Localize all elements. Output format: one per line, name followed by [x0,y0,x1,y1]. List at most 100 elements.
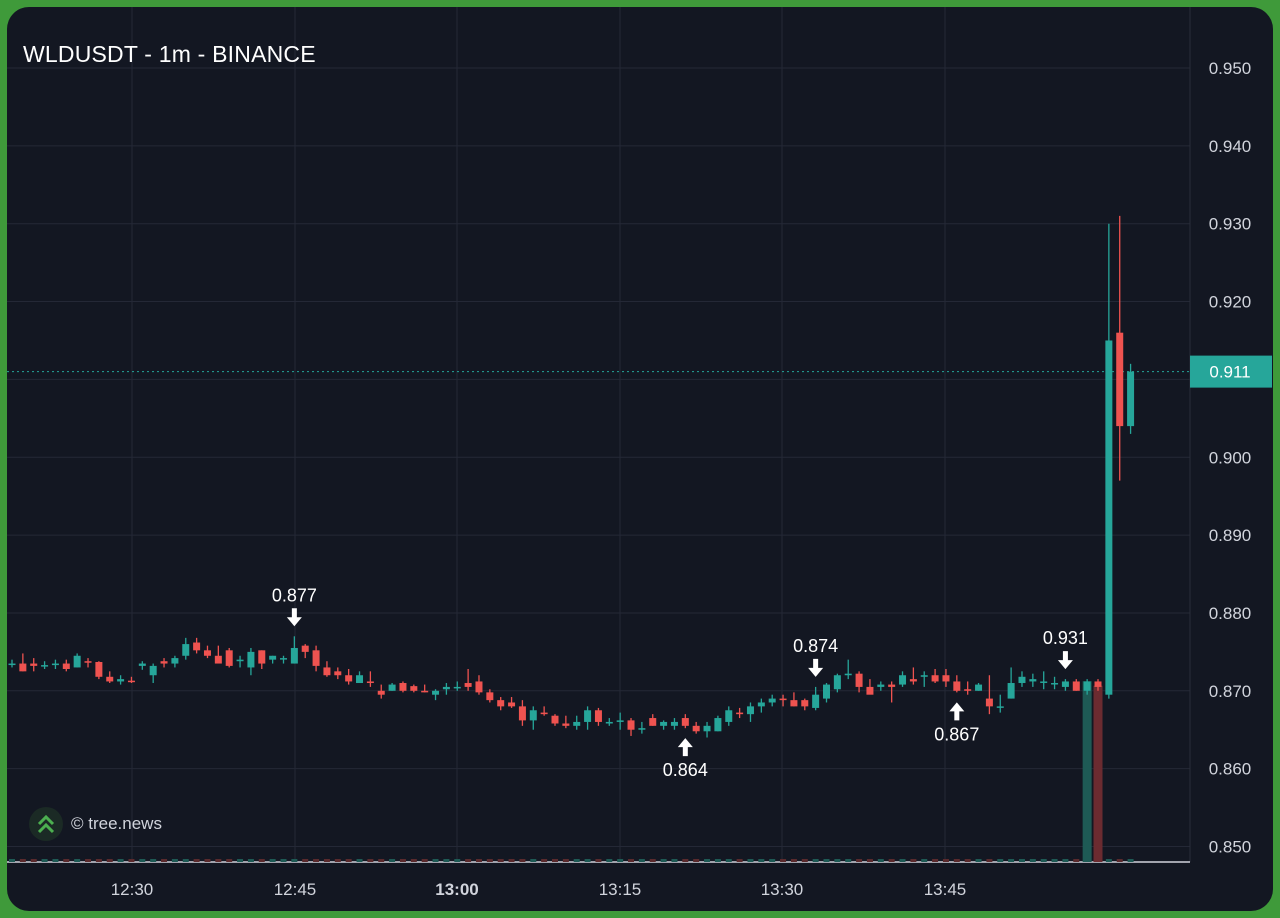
candle-body[interactable] [779,698,787,701]
candle-body[interactable] [95,661,103,677]
candle-body[interactable] [703,725,711,732]
candle-body[interactable] [334,671,342,676]
candle-body[interactable] [975,684,983,691]
candle-body[interactable] [247,651,255,668]
candle-body[interactable] [736,712,744,715]
candle-body[interactable] [964,689,972,691]
candle-body[interactable] [193,642,201,651]
candle-body[interactable] [377,690,385,695]
candle-body[interactable] [833,675,841,690]
candle-body[interactable] [1007,683,1015,699]
candle-body[interactable] [280,658,287,660]
candle-body[interactable] [681,718,689,726]
candle-body[interactable] [573,721,581,726]
candle-body[interactable] [160,661,168,664]
candle-body[interactable] [877,684,885,687]
candle-body[interactable] [117,679,125,682]
candle-body[interactable] [823,684,830,699]
candle-body[interactable] [453,686,461,689]
candle-body[interactable] [518,706,526,721]
candle-body[interactable] [51,663,59,666]
candle-body[interactable] [41,665,49,667]
candle-body[interactable] [627,720,635,730]
candle-body[interactable] [1072,681,1080,691]
candle-body[interactable] [323,667,331,676]
candle-body[interactable] [182,644,190,656]
candle-body[interactable] [106,676,114,682]
candle-body[interactable] [931,675,939,682]
candle-body[interactable] [757,702,765,707]
candle-body[interactable] [497,700,505,707]
candle-body[interactable] [670,721,678,726]
candle-body[interactable] [812,694,820,708]
candle-body[interactable] [30,663,38,666]
candle-body[interactable] [844,673,852,676]
candle-body[interactable] [1083,681,1091,691]
candle-body[interactable] [388,684,396,691]
candle-body[interactable] [1040,681,1048,683]
candle-body[interactable] [725,710,733,722]
candle-body[interactable] [801,700,809,707]
candle-body[interactable] [410,686,418,691]
candle-body[interactable] [1018,676,1026,684]
candle-body[interactable] [920,675,928,677]
candle-body[interactable] [768,698,776,703]
candle-body[interactable] [442,686,450,690]
candle-body[interactable] [996,706,1004,708]
candle-body[interactable] [909,679,917,682]
candle-body[interactable] [62,663,70,670]
candle-body[interactable] [1029,679,1037,682]
candle-body[interactable] [345,675,353,682]
candle-body[interactable] [301,645,309,652]
candle-body[interactable] [508,702,516,707]
candle-body[interactable] [399,683,407,691]
candle-body[interactable] [584,710,592,722]
candle-body[interactable] [888,684,896,687]
candle-body[interactable] [899,675,907,685]
candle-body[interactable] [84,661,92,663]
candle-body[interactable] [225,650,233,666]
candle-body[interactable] [203,650,211,656]
candle-body[interactable] [866,686,874,695]
candle-body[interactable] [171,658,179,664]
candle-body[interactable] [540,712,548,715]
candle-body[interactable] [855,673,863,687]
candle-body[interactable] [1051,683,1059,685]
candle-body[interactable] [486,692,494,701]
candle-body[interactable] [660,721,668,726]
candle-body[interactable] [649,718,657,726]
candle-body[interactable] [562,723,570,726]
candle-body[interactable] [953,681,961,691]
candle-body[interactable] [19,663,27,672]
candle-body[interactable] [258,650,266,664]
candlestick-chart[interactable]: 0.9500.9400.9300.9200.9100.9000.8900.880… [7,7,1273,911]
candle-body[interactable] [529,710,537,721]
candle-body[interactable] [985,698,993,707]
candle-body[interactable] [746,706,754,715]
candle-body[interactable] [1105,340,1113,695]
candle-body[interactable] [714,718,722,732]
candle-body[interactable] [149,665,157,676]
candle-body[interactable] [790,700,798,707]
candle-body[interactable] [421,690,429,693]
candle-body[interactable] [1094,681,1102,687]
candle-body[interactable] [290,647,298,664]
candle-body[interactable] [312,650,320,666]
candle-body[interactable] [1061,681,1069,687]
candle-body[interactable] [127,680,135,683]
candle-body[interactable] [942,675,950,682]
candle-body[interactable] [616,720,624,722]
candle-body[interactable] [366,681,374,684]
candle-body[interactable] [1116,332,1124,427]
candle-body[interactable] [551,715,559,724]
candle-body[interactable] [638,728,646,730]
candle-body[interactable] [356,675,364,684]
candle-body[interactable] [8,663,16,666]
candle-body[interactable] [594,710,602,722]
candle-body[interactable] [692,725,700,732]
candle-body[interactable] [73,655,81,668]
candle-body[interactable] [605,721,613,724]
candle-body[interactable] [475,681,483,693]
candle-body[interactable] [138,663,146,666]
candle-body[interactable] [236,659,244,662]
